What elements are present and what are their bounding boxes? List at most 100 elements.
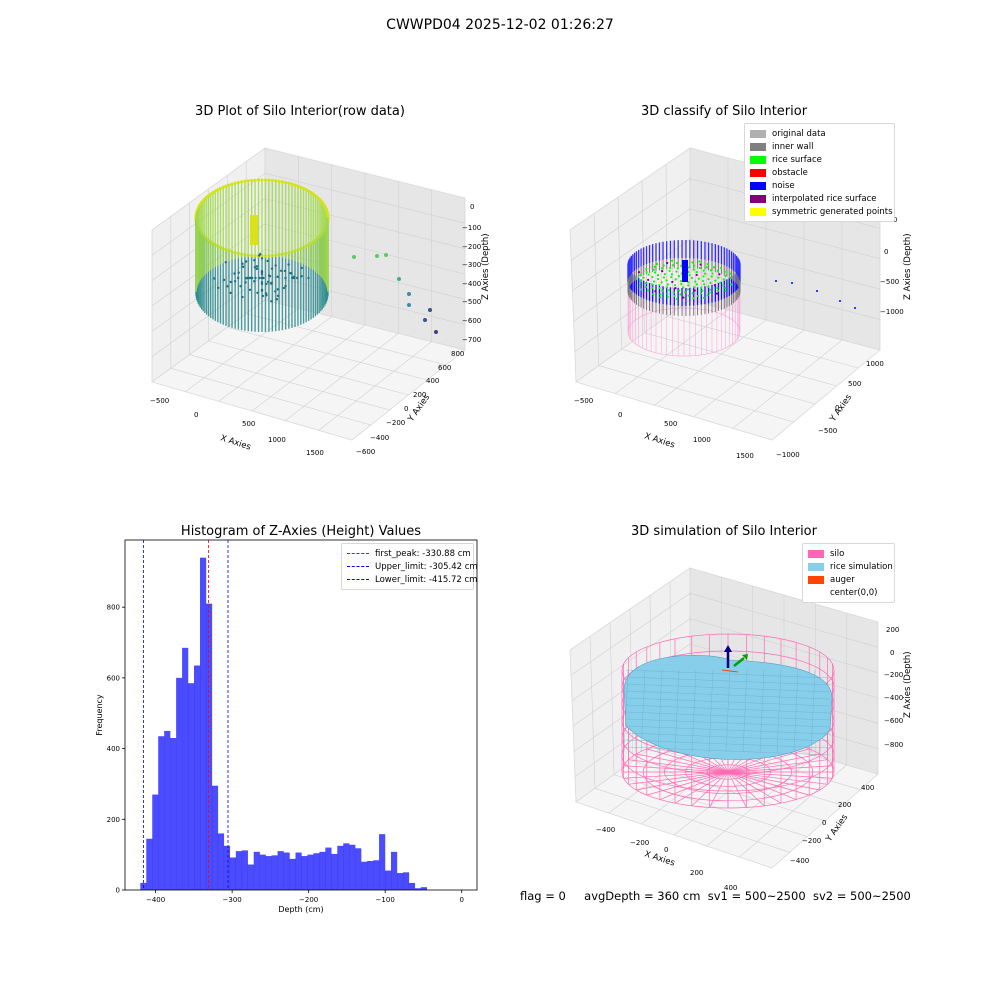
raw-xtick: 500 xyxy=(242,420,255,428)
legend-label: symmetric generated points xyxy=(772,206,893,217)
histogram-bar xyxy=(295,852,302,890)
classify-zlabel: Z Axies (Depth) xyxy=(903,233,913,300)
classify-ytick: −500 xyxy=(818,427,837,435)
legend-label: first_peak: -330.88 cm xyxy=(375,548,471,559)
legend-label: original data xyxy=(772,128,826,139)
histogram-bar xyxy=(373,860,380,890)
simulation-xlabel: X Axies xyxy=(643,849,676,868)
histogram-bar xyxy=(176,677,183,890)
histogram-xlabel: Depth (cm) xyxy=(278,905,323,914)
status-sv1: sv1 = 500~2500 xyxy=(707,889,806,903)
histogram-xtick-label: −100 xyxy=(376,896,395,904)
histogram-xtick-label: −300 xyxy=(223,896,242,904)
histogram-bar xyxy=(211,785,219,890)
legend-item: noise xyxy=(750,179,889,192)
legend-item: symmetric generated points xyxy=(750,205,893,218)
histogram-ytick-label: 0 xyxy=(116,887,120,895)
classify-xtick: 0 xyxy=(618,411,622,419)
raw-ztick: −100 xyxy=(462,224,481,232)
histogram-legend-item: Upper_limit: -305.42 cm xyxy=(347,560,478,573)
histogram-bar xyxy=(319,851,326,890)
raw-plot-title: 3D Plot of Silo Interior(row data) xyxy=(195,104,405,119)
histogram-ytick-label: 400 xyxy=(107,745,120,753)
histogram-bar xyxy=(301,856,308,890)
legend-label: noise xyxy=(772,180,795,191)
raw-xtick: 1500 xyxy=(306,449,324,457)
histogram-bar xyxy=(170,737,177,890)
simulation-ztick: −600 xyxy=(884,717,903,725)
histogram-xtick-label: 0 xyxy=(459,896,463,904)
histogram-bar xyxy=(277,851,284,890)
histogram-frame xyxy=(124,539,478,891)
histogram-bar xyxy=(343,843,350,890)
raw-ytick: 800 xyxy=(451,350,464,358)
simulation-zlabel: Z Axies (Depth) xyxy=(903,651,913,718)
histogram-bar xyxy=(247,864,254,890)
legend-label: rice simulation xyxy=(830,561,893,572)
simulation-ztick: −400 xyxy=(884,694,903,702)
histogram-bar xyxy=(307,854,314,890)
legend-swatch xyxy=(750,142,766,151)
raw-ztick: −600 xyxy=(462,317,481,325)
raw-xtick: 0 xyxy=(194,411,198,419)
raw-ytick: 200 xyxy=(413,391,426,399)
histogram-xtick-label: −400 xyxy=(146,896,165,904)
legend-label: rice surface xyxy=(772,154,822,165)
histogram-bar xyxy=(325,847,332,890)
simulation-ztick: −800 xyxy=(884,741,903,749)
classify-xlabel: X Axies xyxy=(643,431,676,450)
histogram-ylabel: Frequency xyxy=(95,694,104,736)
legend-label: center(0,0) xyxy=(830,587,878,598)
histogram-bar xyxy=(289,858,296,890)
legend-item: inner wall xyxy=(750,140,889,153)
histogram-bar xyxy=(223,845,231,890)
simulation-ztick: 200 xyxy=(886,626,899,634)
raw-ytick: −200 xyxy=(386,419,405,427)
simulation-legend: silo rice simulation auger center(0,0) xyxy=(802,543,895,603)
histogram-bar xyxy=(271,855,278,890)
legend-line-swatch xyxy=(347,566,369,567)
histogram-ytick-label: 600 xyxy=(107,674,120,682)
legend-item: silo xyxy=(808,547,889,560)
status-avg-depth: avgDepth = 360 cm xyxy=(584,889,701,903)
histogram-bar xyxy=(408,882,416,890)
status-flag: flag = 0 xyxy=(520,889,566,903)
legend-label: obstacle xyxy=(772,167,808,178)
legend-swatch xyxy=(750,129,766,138)
legend-swatch xyxy=(808,575,824,584)
auger-marker xyxy=(721,645,748,673)
histogram-bar xyxy=(385,870,392,890)
histogram-bar xyxy=(164,730,171,890)
raw-ytick: 600 xyxy=(438,364,451,372)
classify-ztick: −500 xyxy=(880,278,899,286)
histogram-bar xyxy=(265,856,272,890)
histogram-bar xyxy=(217,833,225,890)
simulation-3d-plot: −400 −200 0 200 400 −400 −200 0 200 400 … xyxy=(569,567,913,892)
legend-swatch xyxy=(808,589,824,597)
classify-ytick: 500 xyxy=(848,380,861,388)
raw-3d-plot: −500 0 500 1000 1500 −600 −400 −200 0 20… xyxy=(150,147,491,457)
raw-ytick: −600 xyxy=(356,448,375,456)
simulation-xtick: −400 xyxy=(596,826,615,834)
histogram-legend-item: first_peak: -330.88 cm xyxy=(347,547,471,560)
histogram-bar xyxy=(390,851,398,890)
histogram-legend-item: Lower_limit: -415.72 cm xyxy=(347,573,477,586)
raw-ztick: 0 xyxy=(470,203,474,211)
histogram-bar xyxy=(253,851,260,890)
histogram-bar xyxy=(331,853,338,890)
histogram-bar xyxy=(241,850,248,890)
simulation-ztick: −200 xyxy=(884,671,903,679)
histogram-bar xyxy=(283,852,290,890)
histogram-bar xyxy=(235,851,242,890)
legend-swatch xyxy=(808,549,824,558)
raw-ztick: −500 xyxy=(462,298,481,306)
classify-xtick: −500 xyxy=(574,397,593,405)
classify-ytick: −1000 xyxy=(776,451,800,459)
histogram-ytick-label: 800 xyxy=(107,604,120,612)
legend-item: center(0,0) xyxy=(808,586,889,599)
raw-xtick: 1000 xyxy=(268,436,286,444)
histogram-ytick-label: 200 xyxy=(107,816,120,824)
raw-ytick: −400 xyxy=(370,434,389,442)
figure-title: CWWPD04 2025-12-02 01:26:27 xyxy=(386,17,614,33)
histogram-bar xyxy=(402,872,410,890)
